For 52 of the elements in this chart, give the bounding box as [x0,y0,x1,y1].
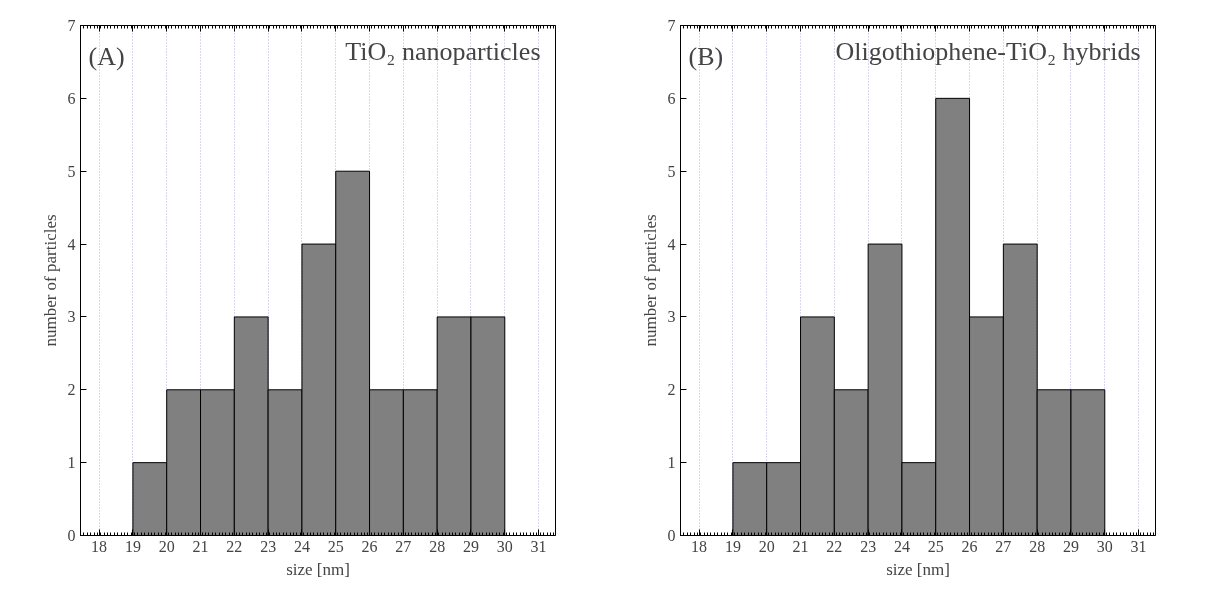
y-tick-label: 1 [667,454,676,472]
x-tick-label: 23 [860,537,877,555]
x-tick-label: 25 [927,537,944,555]
x-tick-label: 26 [361,537,378,555]
y-tick-label: 7 [67,17,76,34]
x-tick-label: 26 [961,537,978,555]
y-tick-label: 6 [667,89,676,107]
x-tick-label: 20 [758,537,775,555]
x-tick-label: 30 [496,537,513,555]
x-tick-label: 24 [893,537,910,555]
x-tick-label: 23 [260,537,277,555]
x-tick-label: 31 [530,537,547,555]
x-tick-label: 27 [995,537,1012,555]
x-tick-label: 28 [1029,537,1046,555]
y-tick-label: 1 [67,454,76,472]
y-tick-label: 4 [67,235,76,253]
y-tick-label: 3 [667,308,676,326]
x-tick-label: 24 [293,537,310,555]
x-tick-label: 31 [1130,537,1147,555]
x-tick-label: 29 [1062,537,1079,555]
y-tick-label: 6 [67,89,76,107]
x-tick-label: 21 [792,537,809,555]
x-tick-label: 29 [462,537,479,555]
x-tick-label: 18 [91,537,108,555]
x-tick-label: 22 [826,537,843,555]
y-tick-label: 2 [67,381,76,399]
x-axis-title: size [nm] [886,559,950,579]
x-tick-label: 21 [192,537,209,555]
y-axis-title: number of particles [640,214,660,347]
x-tick-label: 20 [158,537,175,555]
chart-title: TiO₂ nanoparticles [345,36,541,66]
annotation: (B) [688,41,724,71]
x-tick-label: 22 [226,537,243,555]
x-tick-label: 18 [691,537,708,555]
x-tick-label: 19 [724,537,741,555]
y-tick-label: 3 [67,308,76,326]
y-tick-label: 5 [67,162,76,180]
chart-title: Oligothiophene-TiO₂ hybrids [835,36,1141,66]
y-tick-label: 7 [667,17,676,34]
x-tick-label: 30 [1096,537,1113,555]
y-tick-label: 2 [667,381,676,399]
x-tick-label: 25 [327,537,344,555]
x-tick-label: 28 [429,537,446,555]
y-tick-label: 4 [667,235,676,253]
annotation: (A) [88,41,125,71]
y-tick-label: 0 [67,527,76,544]
x-tick-label: 27 [395,537,412,555]
y-tick-label: 5 [667,162,676,180]
y-axis-title: number of particles [40,214,60,347]
x-tick-label: 19 [124,537,141,555]
x-axis-title: size [nm] [286,559,350,579]
y-tick-label: 0 [667,527,676,544]
